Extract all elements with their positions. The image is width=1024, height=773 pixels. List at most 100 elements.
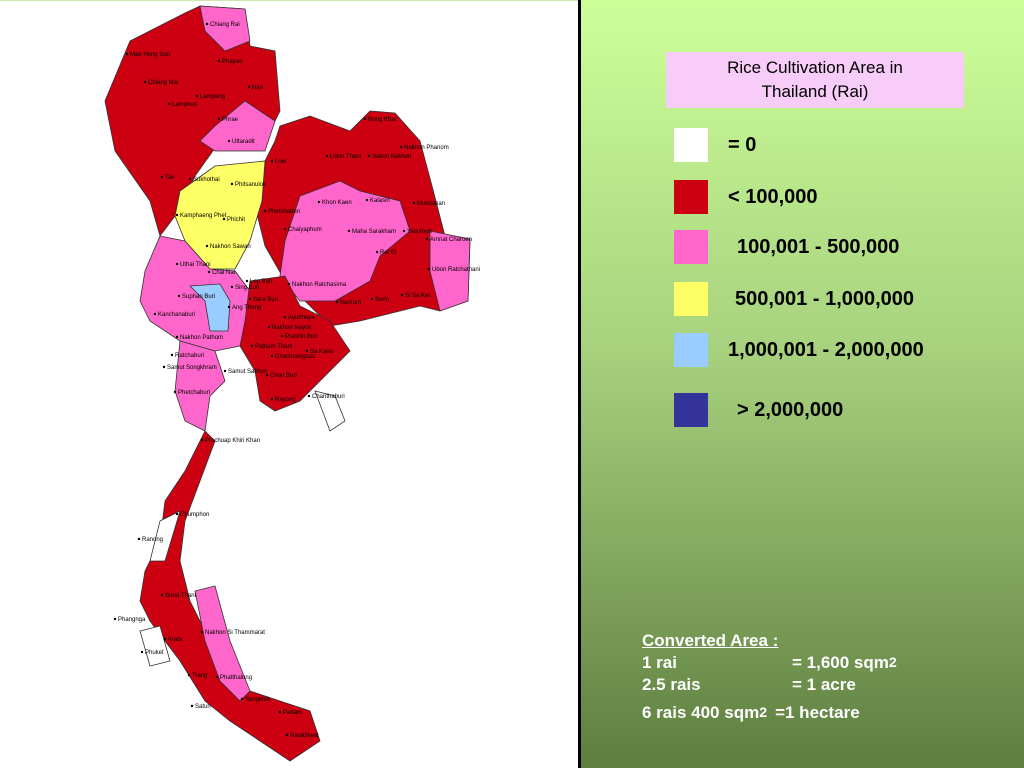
city-dot xyxy=(270,354,274,358)
south-white xyxy=(139,625,171,667)
province-label: Ayutthaya xyxy=(288,315,315,321)
province-label: Sara Buri xyxy=(253,297,278,303)
province-label: Nan xyxy=(252,85,263,91)
province-label: Sa Kaeo xyxy=(310,349,334,355)
province-label: Roi Et xyxy=(380,250,397,256)
city-dot xyxy=(287,282,291,286)
province-label: Phrae xyxy=(222,117,239,123)
province-label: Songkhla xyxy=(245,697,271,703)
province-label: Suphan Buri xyxy=(182,294,215,300)
province-label: Chiang Mai xyxy=(148,80,178,86)
city-dot xyxy=(270,159,274,163)
city-dot xyxy=(187,673,191,677)
city-dot xyxy=(190,704,194,708)
central-yellow xyxy=(174,160,266,270)
province-label: Sukhothai xyxy=(193,177,220,183)
city-dot xyxy=(307,394,311,398)
province-label: Kamphaeng Phet xyxy=(180,213,227,219)
note-sup: 2 xyxy=(759,705,768,721)
province-label: Chaiyaphum xyxy=(288,227,322,233)
legend-swatch xyxy=(674,333,708,367)
legend-swatch xyxy=(674,282,708,316)
city-dot xyxy=(113,617,117,621)
map-panel: Chiang Rai Phayao Chiang Mai Lamphun Lampang… xyxy=(0,0,578,762)
city-dot xyxy=(200,438,204,442)
city-dot xyxy=(188,177,192,181)
city-dot xyxy=(160,593,164,597)
city-dot xyxy=(195,94,199,98)
legend-panel: Rice Cultivation Area in Thailand (Rai) … xyxy=(581,0,1024,768)
province-label: Phatthalung xyxy=(220,675,252,681)
city-dot xyxy=(363,117,367,121)
city-dot xyxy=(427,267,431,271)
city-dot xyxy=(230,285,234,289)
city-dot xyxy=(375,250,379,254)
city-dot xyxy=(367,154,371,158)
east-red xyxy=(239,275,351,412)
city-dot xyxy=(347,229,351,233)
province-label: Ratchaburi xyxy=(175,353,204,359)
province-label: Uthai Thani xyxy=(180,262,211,268)
city-dot xyxy=(278,710,282,714)
city-dot xyxy=(270,397,274,401)
province-label: Tak xyxy=(165,175,175,181)
city-dot xyxy=(283,315,287,319)
province-label: Samut Songkhram xyxy=(167,365,217,371)
city-dot xyxy=(162,365,166,369)
city-dot xyxy=(217,117,221,121)
notes-heading: Converted Area : xyxy=(642,631,779,650)
city-dot xyxy=(215,675,219,679)
city-dot xyxy=(248,297,252,301)
province-label: Mukdahan xyxy=(417,201,445,207)
city-dot xyxy=(230,182,234,186)
province-label: Chiang Rai xyxy=(210,22,240,28)
province-label: Chon Buri xyxy=(270,373,297,379)
city-dot xyxy=(175,262,179,266)
legend-swatch xyxy=(674,393,708,427)
city-dot xyxy=(265,373,269,377)
title-line: Thailand (Rai) xyxy=(761,82,869,101)
province-label: Buriram xyxy=(340,300,361,306)
city-dot xyxy=(207,270,211,274)
province-label: Nakhon Nayok xyxy=(272,325,312,331)
city-dot xyxy=(280,334,284,338)
city-dot xyxy=(365,198,369,202)
province-label: Kalasin xyxy=(370,198,390,204)
province-label: Nong Khai xyxy=(368,117,396,123)
city-dot xyxy=(175,335,179,339)
legend-label: = 0 xyxy=(728,134,757,156)
city-dot xyxy=(163,637,167,641)
province-label: Phetchaburi xyxy=(178,390,210,396)
province-label: Trang xyxy=(192,673,207,679)
province-label: Krabi xyxy=(168,637,182,643)
province-label: Sakon Nakhon xyxy=(372,154,411,160)
city-dot xyxy=(335,300,339,304)
province-label: Prachin Buri xyxy=(285,334,318,340)
north-pink xyxy=(199,5,251,52)
province-label: Lampang xyxy=(200,94,225,100)
thailand-map: Chiang Rai Phayao Chiang Mai LamphunLampang… xyxy=(104,5,480,762)
city-dot xyxy=(400,293,404,297)
note-row: 1 rai = 1,600 sqm 2 xyxy=(642,652,897,674)
province-label: Phuket xyxy=(145,650,164,656)
east-pink xyxy=(429,230,471,312)
south-red xyxy=(139,430,321,762)
legend-label: 100,001 - 500,000 xyxy=(737,236,900,258)
west-pink xyxy=(174,340,226,432)
province-label: Ranong xyxy=(142,537,163,543)
city-dot xyxy=(170,353,174,357)
province-label: Samut Sakhon xyxy=(228,369,267,375)
province-label: Amnat Charoen xyxy=(430,237,472,243)
province-label: Uttaradit xyxy=(232,139,255,145)
province-label: Chanthaburi xyxy=(312,394,345,400)
city-dot xyxy=(200,630,204,634)
legend-label: 1,000,001 - 2,000,000 xyxy=(728,339,924,361)
city-dot xyxy=(240,697,244,701)
central-blue xyxy=(189,283,231,332)
city-dot xyxy=(175,213,179,217)
south-white xyxy=(149,510,181,562)
legend-title: Rice Cultivation Area in Thailand (Rai) xyxy=(666,52,964,108)
city-dot xyxy=(245,279,249,283)
province-label: Kanchanaburi xyxy=(158,312,195,318)
